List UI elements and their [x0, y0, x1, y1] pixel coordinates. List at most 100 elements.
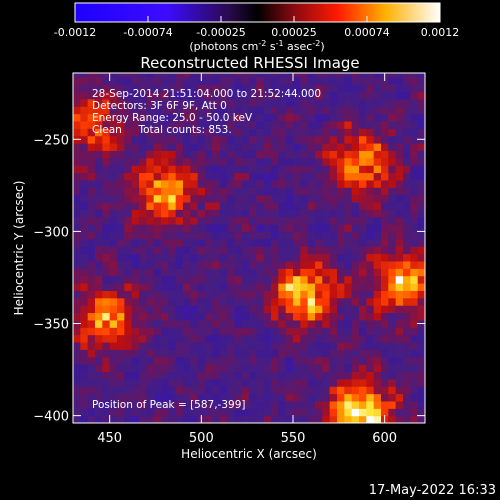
- heatmap-cell: [315, 393, 323, 402]
- heatmap-cell: [124, 187, 133, 196]
- heatmap-cell: [373, 268, 382, 277]
- heatmap-cell: [307, 312, 316, 321]
- heatmap-cell: [168, 76, 177, 85]
- heatmap-cell: [293, 297, 301, 306]
- heatmap-cell: [80, 84, 89, 93]
- heatmap-cell: [395, 84, 404, 93]
- heatmap-cell: [366, 400, 375, 409]
- heatmap-cell: [322, 157, 331, 166]
- heatmap-cell: [168, 260, 177, 269]
- heatmap-cell: [139, 327, 147, 336]
- heatmap-cell: [205, 91, 213, 100]
- heatmap-cell: [175, 76, 184, 85]
- heatmap-cell: [307, 224, 316, 233]
- heatmap-cell: [351, 415, 360, 423]
- heatmap-cell: [168, 238, 177, 247]
- heatmap-cell: [205, 98, 213, 107]
- heatmap-cell: [146, 172, 155, 181]
- heatmap-cell: [359, 98, 367, 107]
- heatmap-cell: [417, 371, 425, 380]
- heatmap-cell: [124, 209, 133, 218]
- heatmap-cell: [73, 143, 81, 151]
- heatmap-cell: [337, 216, 345, 225]
- heatmap-cell: [315, 268, 323, 277]
- heatmap-cell: [300, 378, 309, 387]
- heatmap-cell: [102, 106, 111, 115]
- heatmap-cell: [117, 349, 125, 358]
- heatmap-cell: [175, 157, 184, 166]
- heatmap-cell: [395, 408, 404, 417]
- heatmap-cell: [373, 73, 382, 78]
- heatmap-cell: [146, 305, 155, 314]
- heatmap-cell: [175, 150, 184, 159]
- heatmap-cell: [322, 106, 331, 115]
- heatmap-cell: [278, 231, 287, 240]
- heatmap-cell: [190, 73, 199, 78]
- heatmap-cell: [381, 157, 389, 166]
- heatmap-cell: [410, 165, 419, 174]
- heatmap-cell: [73, 128, 81, 137]
- heatmap-cell: [175, 231, 184, 240]
- heatmap-cell: [183, 157, 191, 166]
- heatmap-cell: [381, 246, 389, 255]
- heatmap-cell: [80, 312, 89, 321]
- heatmap-cell: [212, 231, 221, 240]
- heatmap-cell: [307, 76, 316, 85]
- heatmap-cell: [329, 209, 338, 218]
- heatmap-cell: [329, 327, 338, 336]
- heatmap-cell: [131, 216, 140, 225]
- heatmap-cell: [322, 91, 331, 100]
- heatmap-cell: [234, 253, 243, 262]
- heatmap-cell: [212, 216, 221, 225]
- heatmap-cell: [403, 143, 411, 151]
- heatmap-cell: [161, 400, 169, 409]
- heatmap-cell: [175, 224, 184, 233]
- heatmap-cell: [102, 209, 111, 218]
- heatmap-cell: [153, 165, 162, 174]
- heatmap-cell: [146, 73, 155, 78]
- heatmap-cell: [256, 253, 265, 262]
- heatmap-cell: [300, 275, 309, 284]
- heatmap-cell: [124, 113, 133, 122]
- heatmap-cell: [197, 246, 206, 255]
- heatmap-cell: [256, 378, 265, 387]
- heatmap-cell: [183, 194, 191, 203]
- heatmap-cell: [190, 378, 199, 387]
- heatmap-cell: [315, 378, 323, 387]
- heatmap-cell: [212, 84, 221, 93]
- y-tick-label: −250: [33, 133, 69, 148]
- heatmap-cell: [131, 98, 140, 107]
- heatmap-cell: [205, 371, 213, 380]
- heatmap-cell: [307, 246, 316, 255]
- heatmap-cell: [359, 209, 367, 218]
- heatmap-cell: [161, 246, 169, 255]
- heatmap-cell: [329, 84, 338, 93]
- heatmap-cell: [227, 216, 235, 225]
- heatmap-cell: [219, 386, 228, 395]
- heatmap-cell: [102, 157, 111, 166]
- heatmap-cell: [307, 327, 316, 336]
- heatmap-cell: [337, 157, 345, 166]
- heatmap-cell: [87, 386, 96, 395]
- heatmap-cell: [403, 408, 411, 417]
- heatmap-cell: [227, 224, 235, 233]
- heatmap-cell: [256, 73, 265, 78]
- heatmap-cell: [234, 260, 243, 269]
- heatmap-cell: [293, 135, 301, 144]
- heatmap-cell: [344, 91, 353, 100]
- heatmap-cell: [381, 172, 389, 181]
- heatmap-cell: [329, 143, 338, 151]
- heatmap-cell: [131, 312, 140, 321]
- heatmap-cell: [395, 349, 404, 358]
- heatmap-cell: [219, 378, 228, 387]
- heatmap-cell: [300, 113, 309, 122]
- heatmap-cell: [80, 246, 89, 255]
- heatmap-cell: [219, 334, 228, 343]
- heatmap-cell: [381, 341, 389, 350]
- heatmap-cell: [351, 334, 360, 343]
- heatmap-cell: [337, 201, 345, 210]
- heatmap-cell: [263, 290, 272, 299]
- heatmap-cell: [300, 400, 309, 409]
- heatmap-cell: [227, 187, 235, 196]
